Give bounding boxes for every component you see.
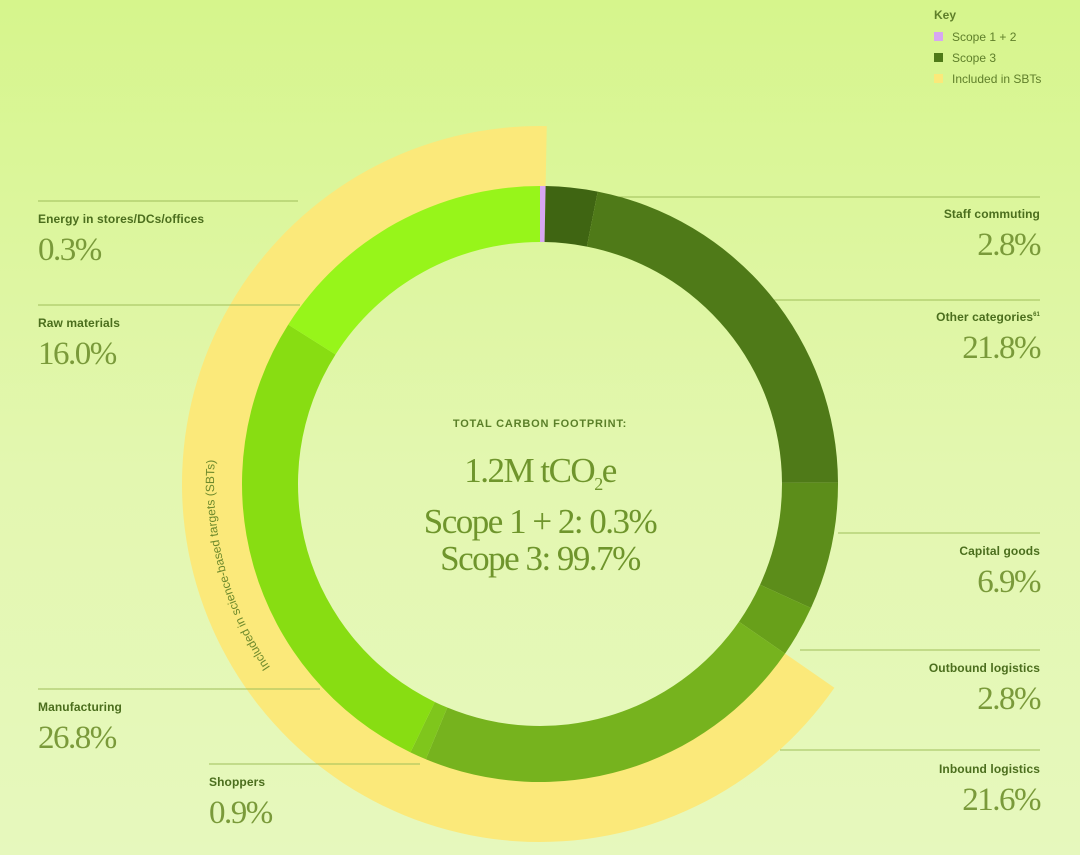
category-name: Manufacturing — [38, 700, 122, 714]
chart-title: TOTAL CARBON FOOTPRINT: — [452, 418, 628, 430]
legend-label: Scope 1 + 2 — [952, 29, 1017, 44]
donut-segment-staff-commuting — [544, 186, 598, 247]
legend-swatch — [934, 32, 943, 41]
center-summary: TOTAL CARBON FOOTPRINT: 1.2M tCO2e Scope… — [390, 418, 690, 577]
legend-swatch — [934, 74, 943, 83]
legend-item-sbts: Included in SBTs — [934, 68, 1041, 89]
donut-segment-manufacturing — [241, 324, 435, 753]
label-outbound-logistics: Outbound logistics 2.8% — [780, 661, 1042, 718]
legend-item-scope12: Scope 1 + 2 — [934, 26, 1041, 47]
total-suffix: e — [601, 451, 618, 490]
category-name: Inbound logistics — [938, 762, 1040, 776]
category-percent: 6.9% — [977, 564, 1041, 600]
category-percent: 0.9% — [209, 795, 273, 831]
donut-segment-raw-materials — [288, 186, 540, 355]
label-manufacturing: Manufacturing 26.8% — [38, 700, 298, 757]
donut-segment-energy-in-stores-dcs-offices — [540, 186, 546, 243]
scope12-share: Scope 1 + 2: 0.3% — [423, 502, 658, 541]
category-name: Shoppers — [209, 775, 266, 789]
donut-ring — [241, 186, 839, 782]
total-subscript: 2 — [594, 474, 603, 494]
legend: Key Scope 1 + 2 Scope 3 Included in SBTs — [934, 8, 1041, 89]
label-staff-commuting: Staff commuting 2.8% — [780, 207, 1042, 264]
category-name-text: Other categories — [936, 310, 1034, 324]
legend-label: Included in SBTs — [952, 71, 1042, 86]
donut-segment-other-categories — [586, 191, 838, 483]
category-percent: 26.8% — [38, 720, 117, 756]
category-percent: 2.8% — [977, 681, 1041, 717]
category-percent: 21.6% — [962, 782, 1041, 818]
category-percent: 0.3% — [38, 232, 102, 268]
category-name: Outbound logistics — [928, 661, 1040, 675]
category-name: Other categories61 — [780, 310, 1040, 324]
legend-swatch — [934, 53, 943, 62]
label-capital-goods: Capital goods 6.9% — [780, 544, 1041, 601]
total-footprint: 1.2M tCO2e — [390, 452, 690, 503]
label-other-categories: Other categories61 21.8% — [780, 310, 1041, 367]
label-energy: Energy in stores/DCs/offices 0.3% — [38, 212, 298, 269]
legend-label: Scope 3 — [952, 50, 997, 65]
total-prefix: 1.2M tCO — [464, 451, 595, 490]
scope3-share: Scope 3: 99.7% — [440, 539, 641, 578]
category-percent: 2.8% — [977, 227, 1041, 263]
category-name: Energy in stores/DCs/offices — [38, 212, 205, 226]
category-name: Staff commuting — [943, 207, 1040, 221]
label-shoppers: Shoppers 0.9% — [209, 775, 469, 832]
category-percent: 21.8% — [962, 330, 1041, 366]
label-inbound-logistics: Inbound logistics 21.6% — [780, 762, 1042, 819]
category-percent: 16.0% — [38, 336, 117, 372]
footnote-marker: 61 — [1033, 312, 1040, 318]
donut-segment-capital-goods — [760, 482, 839, 609]
legend-item-scope3: Scope 3 — [934, 47, 1041, 68]
label-raw-materials: Raw materials 16.0% — [38, 316, 298, 373]
donut-segment-inbound-logistics — [425, 621, 786, 782]
donut-segment-outbound-logistics — [738, 584, 811, 654]
category-name: Raw materials — [38, 316, 121, 330]
category-name: Capital goods — [959, 544, 1040, 558]
donut-segment-shoppers — [410, 701, 448, 760]
legend-title: Key — [934, 8, 957, 22]
